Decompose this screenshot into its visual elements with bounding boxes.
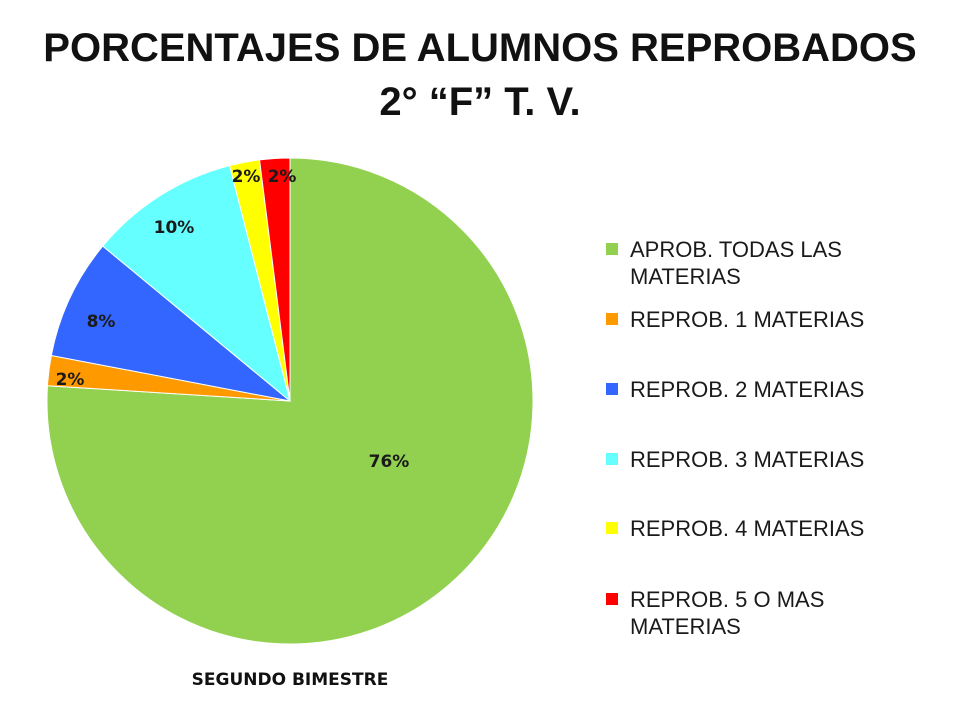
legend-label: REPROB. 2 MATERIAS [630, 377, 865, 402]
data-label-reprob-2-materias: 8% [87, 312, 116, 332]
pie-slice-reprob-3-materias [102, 165, 291, 403]
legend-swatch [606, 593, 618, 605]
data-label-reprob-1-materias: 2% [56, 370, 85, 390]
legend-swatch [606, 453, 618, 465]
legend-swatch [606, 243, 618, 255]
legend-swatch [606, 313, 618, 325]
pie-slices [46, 157, 534, 645]
legend-item-reprob-4: REPROB. 4 MATERIAS [606, 515, 946, 542]
data-label-reprob-4-materias: 2% [232, 167, 261, 187]
legend-item-reprob-3: REPROB. 3 MATERIAS [606, 446, 946, 473]
chart-title-line-2: 2° “F” T. V. [379, 80, 581, 124]
pie-slice-aprob-todas-las-materias [46, 157, 534, 645]
legend-label: APROB. TODAS LAS MATERIAS [630, 237, 842, 289]
legend-swatch [606, 383, 618, 395]
legend-item-aprob-todas: APROB. TODAS LAS MATERIAS [606, 236, 946, 290]
pie-slice-reprob-5-o-mas-materias [258, 157, 291, 402]
chart-title-line-1: PORCENTAJES DE ALUMNOS REPROBADOS [43, 26, 917, 70]
legend-item-reprob-5-o-mas: REPROB. 5 O MAS MATERIAS [606, 586, 946, 640]
legend-label: REPROB. 5 O MAS MATERIAS [630, 587, 825, 639]
legend-swatch [606, 522, 618, 534]
data-label-reprob-3-materias: 10% [154, 218, 195, 238]
data-label-aprob-todas-las-materias: 76% [369, 452, 410, 472]
legend-item-reprob-2: REPROB. 2 MATERIAS [606, 376, 946, 403]
legend-label: REPROB. 3 MATERIAS [630, 447, 865, 472]
data-label-reprob-5-o-mas-materias: 2% [268, 167, 297, 187]
legend-label: REPROB. 4 MATERIAS [630, 516, 865, 541]
chart-bottom-label: SEGUNDO BIMESTRE [191, 670, 389, 690]
legend-label: REPROB. 1 MATERIAS [630, 307, 865, 332]
pie-data-labels: 76% 2% 8% 10% 2% 2% [56, 167, 410, 472]
pie-slice-reprob-2-materias [50, 245, 291, 402]
legend-item-reprob-1: REPROB. 1 MATERIAS [606, 306, 946, 333]
